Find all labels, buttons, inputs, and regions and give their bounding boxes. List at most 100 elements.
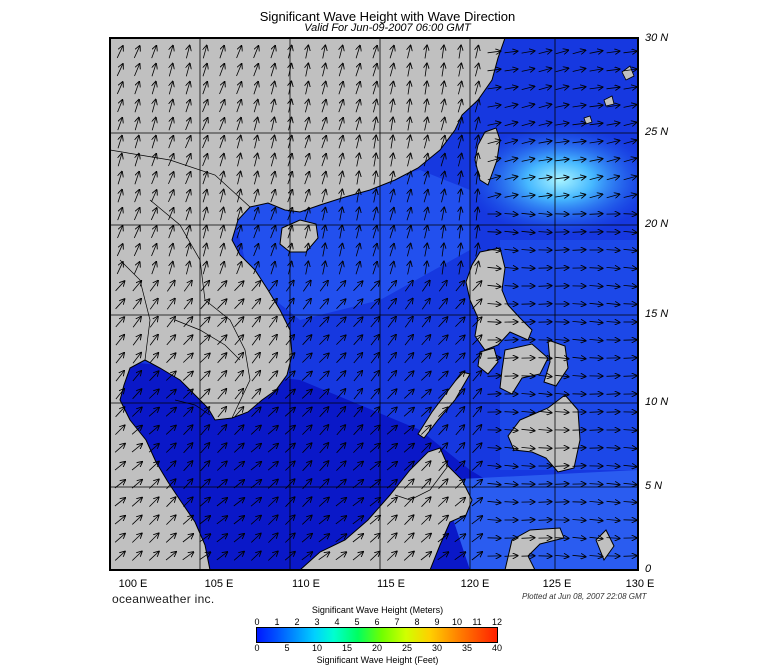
wave-direction-arrow [606, 538, 620, 539]
wave-direction-arrow [148, 426, 159, 435]
wave-direction-arrow [623, 376, 637, 377]
wave-direction-arrow [132, 516, 141, 525]
wave-direction-arrow [475, 82, 479, 95]
wave-direction-arrow [271, 172, 275, 185]
wave-direction-arrow [169, 100, 173, 113]
wave-direction-arrow [606, 285, 620, 286]
wave-direction-arrow [623, 51, 637, 53]
legend-tick-feet: 10 [311, 643, 322, 653]
wave-direction-arrow [306, 46, 309, 59]
legend-tick-feet: 5 [284, 643, 290, 653]
wave-direction-arrow [149, 390, 158, 399]
wave-direction-arrow [521, 104, 535, 108]
wave-direction-arrow [521, 268, 535, 269]
wave-direction-arrow [323, 208, 326, 221]
wave-direction-arrow [183, 497, 192, 507]
wave-direction-arrow [370, 353, 379, 364]
wave-direction-arrow [589, 556, 603, 557]
wave-direction-arrow [504, 122, 518, 125]
wave-direction-arrow [471, 498, 482, 507]
wave-direction-arrow [459, 262, 461, 275]
wave-direction-arrow [183, 407, 192, 417]
wave-direction-arrow [340, 244, 343, 257]
wave-direction-arrow [336, 299, 346, 309]
wave-direction-arrow [355, 64, 360, 77]
legend-tick-meters: 10 [451, 617, 462, 627]
wave-direction-arrow [219, 46, 224, 59]
wave-direction-arrow [387, 552, 396, 561]
wave-direction-arrow [353, 425, 363, 436]
wave-direction-arrow [302, 408, 311, 417]
wave-direction-arrow [589, 501, 603, 502]
wave-direction-arrow [220, 244, 224, 257]
wave-direction-arrow [151, 226, 156, 239]
wave-direction-arrow [390, 64, 393, 77]
wave-direction-arrow [200, 461, 210, 472]
wave-direction-arrow [487, 194, 501, 197]
wave-direction-arrow [168, 136, 174, 149]
wave-direction-arrow [353, 317, 363, 327]
wave-direction-arrow [437, 534, 448, 543]
wave-direction-arrow [538, 177, 552, 179]
wave-direction-arrow [302, 281, 310, 292]
wave-direction-arrow [403, 426, 414, 435]
wave-direction-arrow [538, 141, 552, 143]
wave-direction-arrow [472, 281, 482, 292]
wave-direction-arrow [217, 281, 227, 292]
legend-tick-feet: 20 [371, 643, 382, 653]
wave-direction-arrow [352, 462, 363, 471]
wave-direction-arrow [572, 376, 586, 377]
wave-direction-arrow [353, 281, 363, 291]
wave-direction-arrow [521, 213, 535, 214]
wave-direction-arrow [387, 533, 396, 543]
wave-direction-arrow [186, 82, 190, 95]
wave-direction-arrow [555, 538, 569, 539]
brand-logo-text: oceanweather inc. [112, 592, 215, 606]
wave-direction-arrow [504, 51, 518, 53]
wave-direction-arrow [217, 317, 226, 327]
wave-direction-arrow [442, 46, 444, 59]
wave-direction-arrow [555, 555, 569, 556]
wave-direction-arrow [487, 501, 501, 502]
wave-direction-arrow [387, 335, 396, 346]
wave-direction-arrow [335, 498, 346, 507]
wave-direction-arrow [302, 461, 312, 472]
wave-direction-arrow [200, 443, 210, 454]
map-subtitle: Valid For Jun-09-2007 06:00 GMT [304, 22, 471, 34]
wave-direction-arrow [237, 118, 241, 131]
wave-direction-arrow [336, 335, 345, 345]
wave-direction-arrow [407, 190, 411, 203]
wave-direction-arrow [369, 516, 380, 525]
wave-direction-arrow [169, 262, 173, 275]
wave-direction-arrow [357, 136, 360, 149]
legend-tick-feet: 40 [491, 643, 502, 653]
wave-direction-arrow [305, 118, 309, 131]
wave-direction-arrow [250, 462, 261, 471]
wave-direction-arrow [425, 100, 427, 113]
wave-direction-arrow [623, 304, 637, 305]
wave-direction-arrow [149, 281, 158, 292]
wave-direction-arrow [458, 136, 462, 149]
wave-direction-arrow [442, 244, 444, 257]
wave-direction-arrow [116, 46, 123, 59]
wave-direction-arrow [234, 444, 243, 453]
wave-direction-arrow [357, 154, 360, 167]
wave-direction-arrow [236, 244, 242, 257]
wave-direction-arrow [234, 371, 243, 382]
wave-direction-arrow [268, 281, 277, 292]
lon-label-100e: 100 E [118, 578, 148, 590]
wave-direction-arrow [572, 232, 586, 233]
wave-direction-arrow [234, 353, 243, 364]
wave-direction-arrow [606, 519, 620, 520]
wave-direction-arrow [357, 190, 359, 203]
wave-direction-arrow [115, 299, 125, 310]
wave-direction-arrow [116, 64, 123, 77]
wave-direction-arrow [302, 299, 311, 310]
wave-direction-arrow [370, 371, 379, 382]
map-frame [109, 37, 639, 571]
wave-direction-arrow [538, 195, 552, 197]
wave-direction-arrow [135, 154, 139, 167]
wave-direction-arrow [476, 190, 478, 203]
wave-direction-arrow [200, 281, 209, 292]
